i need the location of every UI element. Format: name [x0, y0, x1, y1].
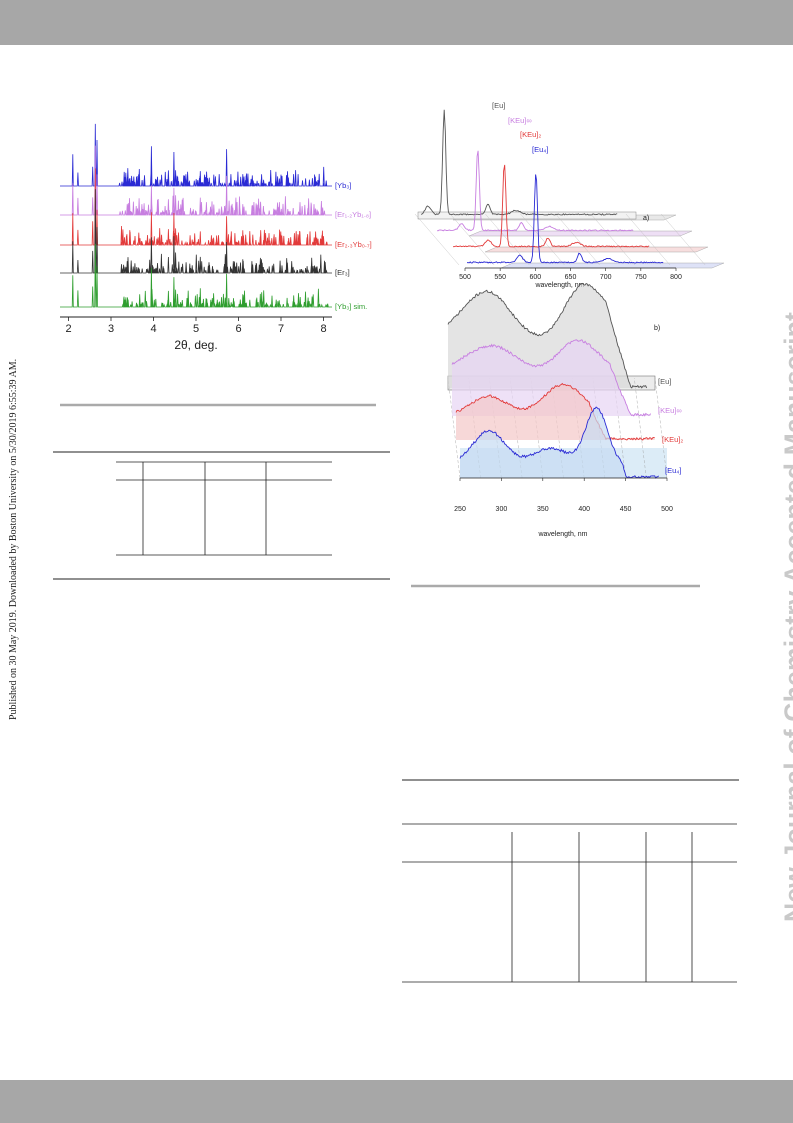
excitation-grid-line [613, 377, 626, 479]
xrd-series-label: [Er₂.₃Yb₀.₇] [335, 240, 372, 249]
emission-series-label: [Eu] [492, 101, 505, 110]
emission-series-line [436, 150, 634, 232]
emission-tick-label: 800 [670, 274, 682, 281]
excitation-grid-line [634, 377, 647, 479]
emission-tick-label: 600 [529, 274, 541, 281]
excitation-tick-label: 500 [661, 506, 673, 513]
xrd-tick-label: 7 [278, 323, 284, 335]
excitation-series-label: [Eu₄] [665, 466, 681, 475]
excitation-series-area [460, 407, 659, 478]
excitation-grid-line [447, 377, 461, 479]
excitation-tick-label: 450 [620, 506, 632, 513]
xrd-series-line [60, 189, 332, 274]
emission-x-axis-title: wavelength, nm [534, 282, 584, 289]
excitation-ticks: 250 300 350 400 450 500 [454, 477, 673, 513]
excitation-series-line [455, 382, 655, 441]
excitation-tick-label: 300 [496, 506, 508, 513]
panel-b-label: b) [654, 325, 660, 332]
xrd-ticks: 2 3 4 5 6 7 8 [65, 317, 327, 335]
excitation-tick-label: 350 [537, 506, 549, 513]
excitation-series-line [447, 282, 648, 389]
excitation-grid-line [654, 377, 668, 479]
excitation-tick-label: 400 [578, 506, 590, 513]
emission-traces [420, 109, 664, 264]
xrd-tick-label: 4 [150, 323, 156, 335]
excitation-tick-label: 250 [454, 506, 466, 513]
excitation-series-line [459, 406, 659, 479]
emission-tick-label: 700 [600, 274, 612, 281]
emission-series-label: [KEu]∞ [508, 116, 532, 125]
emission-series-label: [KEu]₂ [520, 130, 541, 139]
emission-grid-line [590, 213, 635, 266]
excitation-series-label: [KEu]₂ [662, 435, 683, 444]
emission-tick-label: 650 [565, 274, 577, 281]
excitation-x-axis-title: wavelength, nm [537, 531, 587, 538]
emission-series-line [420, 109, 618, 216]
emission-series-line [453, 164, 650, 248]
xrd-series-label: [Yb₃] sim. [335, 302, 367, 311]
xrd-tick-label: 3 [108, 323, 114, 335]
emission-series-line [466, 174, 664, 264]
emission-series-label: [Eu₄] [532, 145, 548, 154]
xrd-series-label: [Er₃] [335, 268, 350, 277]
xrd-series-label: [Yb₃] [335, 181, 351, 190]
excitation-series-area [452, 339, 651, 416]
top-header-bar [0, 0, 793, 45]
excitation-series-label: [Eu] [658, 377, 671, 386]
xrd-series-line [60, 145, 332, 217]
xrd-series-label: [Er₁.₂Yb₁.₈] [335, 210, 371, 219]
emission-tick-label: 550 [494, 274, 506, 281]
xrd-tick-label: 8 [320, 323, 326, 335]
xrd-tick-label: 5 [193, 323, 199, 335]
xrd-tick-label: 2 [65, 323, 71, 335]
excitation-series-line [451, 339, 652, 417]
emission-grid-line [450, 213, 495, 266]
panel-a-label: a) [643, 215, 649, 222]
emission-grid-line [520, 213, 565, 266]
emission-grid-line [661, 213, 706, 266]
emission-tick-label: 500 [459, 274, 471, 281]
emission-series-labels: [Eu][KEu]∞ [KEu]₂ [Eu₄] [492, 101, 548, 154]
xrd-x-axis-title: 2θ, deg. [174, 338, 217, 352]
xrd-series-line [60, 123, 332, 187]
excitation-series-label: [KEu]∞ [658, 406, 682, 415]
xrd-tick-label: 6 [235, 323, 241, 335]
excitation-series-labels: [Eu] [KEu]∞ [KEu]₂ [Eu₄] [658, 377, 683, 475]
emission-grid-line [414, 213, 460, 266]
bottom-footer-bar [0, 1080, 793, 1123]
xrd-traces [60, 123, 332, 308]
emission-tick-label: 750 [635, 274, 647, 281]
emission-base-planes [414, 211, 725, 269]
excitation-areas [447, 282, 659, 479]
emission-grid-line [555, 213, 600, 266]
emission-grid-line [625, 213, 671, 266]
xrd-series-line [60, 168, 332, 246]
emission-back-plane [417, 211, 637, 220]
xrd-series-line [60, 243, 332, 308]
xrd-series-labels: [Yb₃] [Er₁.₂Yb₁.₈] [Er₂.₃Yb₀.₇] [Er₃] [Yb₃] … [335, 181, 372, 311]
excitation-series-area [456, 383, 655, 440]
emission-ticks: 500 550 600 650 700 750 800 [459, 267, 682, 281]
